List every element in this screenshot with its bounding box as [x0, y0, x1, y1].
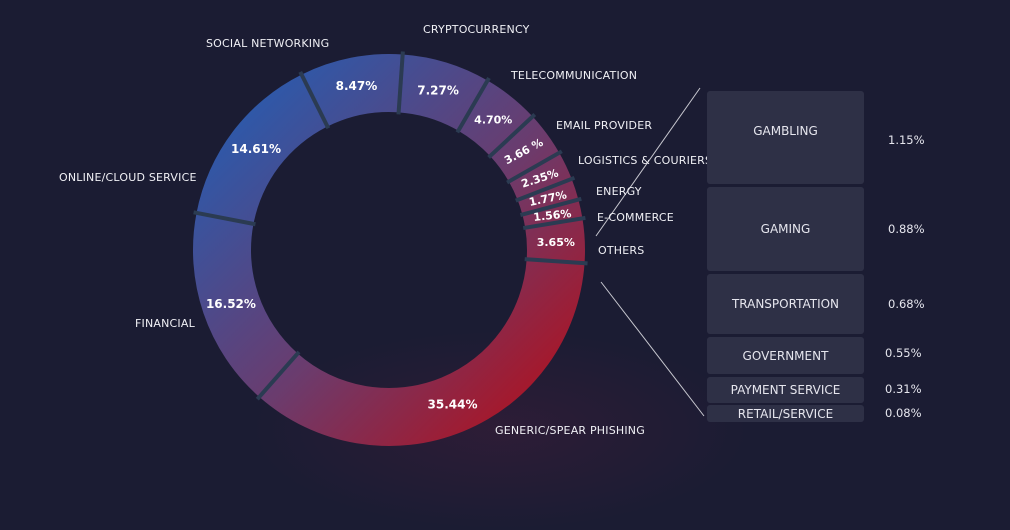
- slice-divider: [396, 51, 405, 115]
- others-breakdown-bar: RETAIL/SERVICE: [707, 405, 864, 422]
- slice-value-label: 35.44%: [428, 397, 478, 411]
- breakdown-value-label: 0.08%: [885, 406, 922, 420]
- breakdown-value-label: 0.68%: [888, 297, 925, 311]
- slice-divider: [522, 215, 586, 231]
- breakdown-value-label: 0.55%: [885, 346, 922, 360]
- connector-line-bottom: [600, 281, 705, 417]
- slice-energy: [517, 178, 579, 215]
- slice-value-label: 1.56%: [533, 207, 572, 224]
- slice-cryptocurrency: [398, 54, 488, 131]
- breakdown-value-label: 0.31%: [885, 382, 922, 396]
- others-breakdown-bar: GAMING: [707, 187, 864, 271]
- others-breakdown-bar: GOVERNMENT: [707, 337, 864, 374]
- slice-social-networking: [301, 54, 403, 127]
- slice-category-label: FINANCIAL: [135, 317, 195, 330]
- slice-divider: [506, 149, 563, 185]
- breakdown-category-label: GAMBLING: [753, 124, 818, 138]
- breakdown-category-label: GAMING: [760, 222, 811, 236]
- others-breakdown-bar: PAYMENT SERVICE: [707, 377, 864, 403]
- slice-divider: [193, 210, 256, 227]
- breakdown-category-label: PAYMENT SERVICE: [730, 383, 841, 397]
- breakdown-value-label: 0.88%: [888, 222, 925, 236]
- slice-category-label: OTHERS: [598, 244, 645, 257]
- slice-category-label: E-COMMERCE: [597, 211, 674, 224]
- slice-divider: [298, 71, 331, 130]
- slice-generic-spear-phishing: [259, 259, 585, 446]
- slice-divider: [487, 113, 537, 159]
- slice-category-label: CRYPTOCURRENCY: [423, 23, 530, 36]
- slice-value-label: 4.70%: [474, 114, 512, 127]
- slice-value-label: 16.52%: [206, 297, 256, 311]
- slice-online-cloud-service: [196, 74, 328, 224]
- slice-category-label: SOCIAL NETWORKING: [206, 37, 330, 50]
- slice-logistics-couriers: [508, 152, 572, 200]
- slice-value-label: 7.27%: [417, 83, 459, 97]
- slice-divider: [524, 257, 588, 266]
- slice-email-provider: [490, 116, 560, 182]
- slice-category-label: TELECOMMUNICATION: [511, 69, 638, 82]
- slice-divider: [255, 350, 301, 401]
- slice-category-label: EMAIL PROVIDER: [556, 119, 653, 132]
- others-breakdown-bar: GAMBLING: [707, 91, 864, 184]
- slice-value-label: 3.65%: [537, 236, 575, 249]
- slice-category-label: ENERGY: [596, 185, 642, 198]
- slice-divider: [519, 196, 582, 217]
- breakdown-category-label: RETAIL/SERVICE: [737, 406, 834, 421]
- slice-divider: [455, 76, 491, 134]
- slice-others: [525, 218, 585, 264]
- slice-divider: [515, 175, 576, 203]
- others-breakdown-bar: TRANSPORTATION: [707, 274, 864, 334]
- donut-chart: 7.27%4.70%3.66 %2.35%1.77%1.56%3.65%35.4…: [192, 51, 705, 446]
- breakdown-value-label: 1.15%: [888, 133, 925, 147]
- breakdown-category-label: TRANSPORTATION: [731, 297, 840, 311]
- slice-category-label: GENERIC/SPEAR PHISHING: [495, 424, 645, 437]
- slice-category-label: LOGISTICS & COURIERS: [578, 154, 713, 167]
- slice-financial: [192, 212, 298, 397]
- slice-category-label: ONLINE/CLOUD SERVICE: [59, 171, 197, 184]
- slice-value-label: 14.61%: [231, 142, 281, 156]
- slice-value-label: 8.47%: [336, 79, 378, 93]
- breakdown-category-label: GOVERNMENT: [742, 348, 829, 363]
- connector-line-top: [595, 87, 701, 237]
